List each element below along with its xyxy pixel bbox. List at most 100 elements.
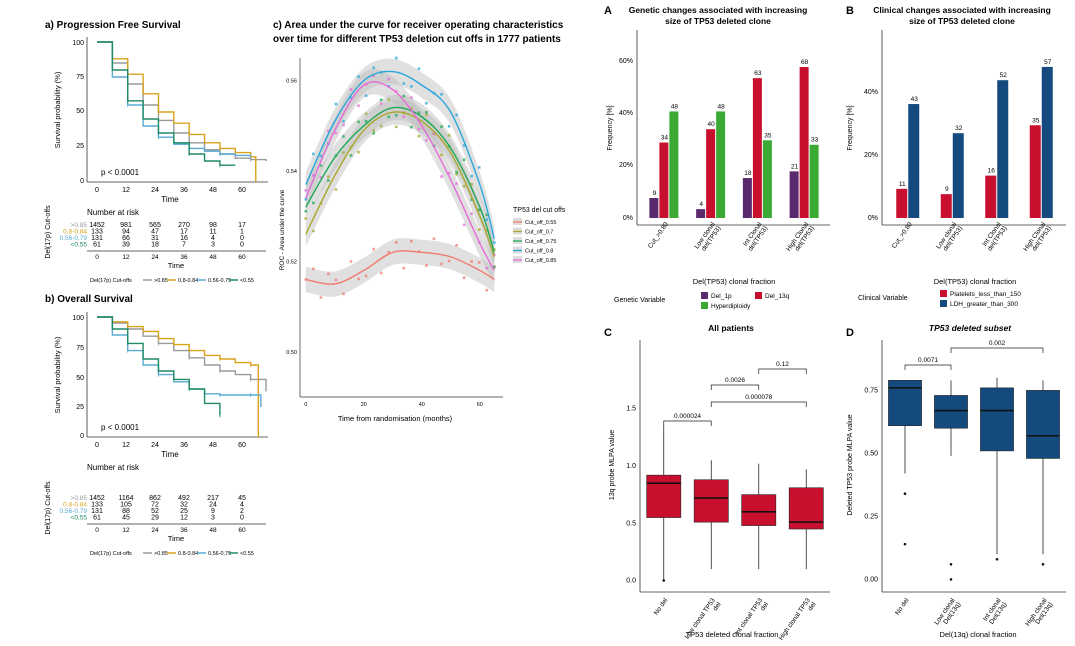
roc-point bbox=[372, 131, 375, 135]
roc-ytick: 0.50 bbox=[286, 350, 297, 356]
pfs-curves bbox=[97, 41, 267, 182]
roc-point bbox=[394, 241, 398, 244]
roc-point bbox=[372, 129, 375, 132]
roc-point bbox=[387, 98, 391, 101]
bar-value-label: 9 bbox=[945, 186, 949, 193]
roc-point bbox=[425, 113, 428, 117]
pfs-xtick: 12 bbox=[122, 187, 130, 194]
roc-point bbox=[485, 266, 489, 270]
bar-legend-swatch bbox=[940, 300, 947, 307]
bar-legend-swatch bbox=[701, 292, 708, 299]
panel-B-xlabel: Del(TP53) clonal fraction bbox=[934, 277, 1017, 286]
pfs-risk-ylabel: Del(17p) Cut-offs bbox=[45, 205, 52, 259]
os-xtick: 24 bbox=[151, 442, 159, 449]
bar bbox=[809, 144, 819, 218]
pvalue-bracket bbox=[710, 401, 807, 407]
box-ytick: 1.0 bbox=[626, 463, 636, 470]
roc-point bbox=[447, 171, 451, 175]
roc-point bbox=[402, 82, 406, 85]
bar bbox=[908, 104, 920, 218]
roc-legend-item: Cut_off_0.8 bbox=[525, 249, 553, 255]
risk-cell: 32 bbox=[180, 502, 188, 509]
roc-point bbox=[477, 228, 481, 231]
box-ytick: 0.00 bbox=[864, 576, 878, 583]
km-curve-1 bbox=[97, 41, 257, 182]
pvalue-label: 0.000078 bbox=[745, 394, 772, 401]
risk-cell: 61 bbox=[93, 242, 101, 249]
risk-xtick: 36 bbox=[180, 254, 188, 261]
box-outlier bbox=[662, 579, 666, 582]
roc-point bbox=[432, 237, 436, 240]
roc-ytick: 0.56 bbox=[286, 79, 297, 85]
pfs-panel: a) Progression Free Survival 100 75 50 2… bbox=[45, 20, 268, 284]
roc-point bbox=[394, 90, 398, 93]
bar bbox=[742, 178, 752, 218]
pvalue-bracket bbox=[710, 384, 760, 390]
panel-B-title-line2: size of TP53 deleted clone bbox=[909, 16, 1015, 26]
roc-xticks: 0 20 40 60 bbox=[304, 402, 483, 408]
risk-cell: 565 bbox=[149, 222, 161, 229]
bar-legend-item: Platelets_less_than_150 bbox=[950, 291, 1021, 298]
bar-value-label: 35 bbox=[764, 132, 772, 139]
roc-point bbox=[493, 248, 496, 251]
risk-cell: 0 bbox=[240, 515, 244, 522]
risk-cell: 217 bbox=[207, 495, 219, 502]
roc-point bbox=[312, 152, 315, 156]
os-risk-ylabel: Del(17p) Cut-offs bbox=[45, 481, 52, 535]
panel-B-ytick: 0% bbox=[868, 215, 878, 222]
panel-B: B Clinical changes associated with incre… bbox=[846, 5, 1066, 308]
pfs-xtick: 60 bbox=[238, 187, 246, 194]
roc-point bbox=[342, 292, 345, 296]
risk-cell: 862 bbox=[149, 495, 161, 502]
roc-point bbox=[440, 153, 443, 157]
roc-point bbox=[312, 174, 315, 177]
bar-category-label: Int Clonaldel(TP53) bbox=[981, 221, 1009, 253]
panel-A-xlabel: Del(TP53) clonal fraction bbox=[693, 277, 776, 286]
roc-point bbox=[372, 66, 375, 70]
os-ytick: 75 bbox=[76, 345, 84, 352]
os-title: b) Overall Survival bbox=[45, 294, 133, 305]
roc-xtick: 20 bbox=[361, 402, 367, 408]
km-legend-item: 0.56-0.79 bbox=[208, 551, 231, 557]
pvalue-bracket bbox=[950, 347, 1044, 353]
roc-point bbox=[410, 85, 413, 88]
risk-cell: 1164 bbox=[118, 495, 133, 502]
os-panel: b) Overall Survival 100 75 50 25 0 0 12 … bbox=[45, 294, 268, 557]
roc-point bbox=[470, 174, 473, 178]
bar-value-label: 11 bbox=[899, 181, 906, 188]
bar bbox=[952, 133, 964, 218]
bar bbox=[716, 111, 726, 218]
pfs-risk-title: Number at risk bbox=[87, 208, 140, 217]
pfs-xtick: 48 bbox=[209, 187, 217, 194]
bar bbox=[789, 171, 799, 218]
roc-point bbox=[417, 134, 421, 138]
roc-point bbox=[372, 74, 375, 77]
roc-point bbox=[425, 101, 428, 105]
risk-row-label: <0.55 bbox=[71, 515, 88, 522]
risk-cell: 98 bbox=[209, 222, 217, 229]
risk-cell: 11 bbox=[209, 229, 216, 236]
box-body bbox=[693, 479, 729, 523]
risk-row-label: 0.56-0.79 bbox=[60, 235, 88, 242]
roc-yticks: 0.56 0.54 0.52 0.50 bbox=[286, 79, 297, 356]
box-body bbox=[741, 494, 777, 526]
roc-point bbox=[334, 131, 338, 135]
roc-point bbox=[417, 67, 421, 71]
panel-D-letter: D bbox=[846, 327, 854, 339]
roc-point bbox=[357, 104, 360, 108]
roc-legend-title: TP53 del cut offs bbox=[513, 207, 566, 214]
os-ytick: 50 bbox=[76, 375, 84, 382]
roc-point bbox=[334, 278, 338, 282]
panel-B-ytick: 20% bbox=[864, 152, 878, 159]
bar-value-label: 9 bbox=[653, 190, 657, 197]
roc-point bbox=[394, 125, 398, 129]
bar-value-label: 32 bbox=[955, 125, 963, 132]
risk-cell: 47 bbox=[151, 229, 159, 236]
bar-category-label: High Clonaldel(TP53) bbox=[1022, 221, 1053, 257]
risk-cell: 88 bbox=[122, 508, 130, 515]
risk-cell: 7 bbox=[182, 242, 186, 249]
roc-title-line1: c) Area under the curve for receiver ope… bbox=[273, 20, 564, 31]
panel-B-ylabel: Frequency [%] bbox=[847, 105, 854, 150]
panel-A-ytick: 60% bbox=[619, 58, 633, 65]
